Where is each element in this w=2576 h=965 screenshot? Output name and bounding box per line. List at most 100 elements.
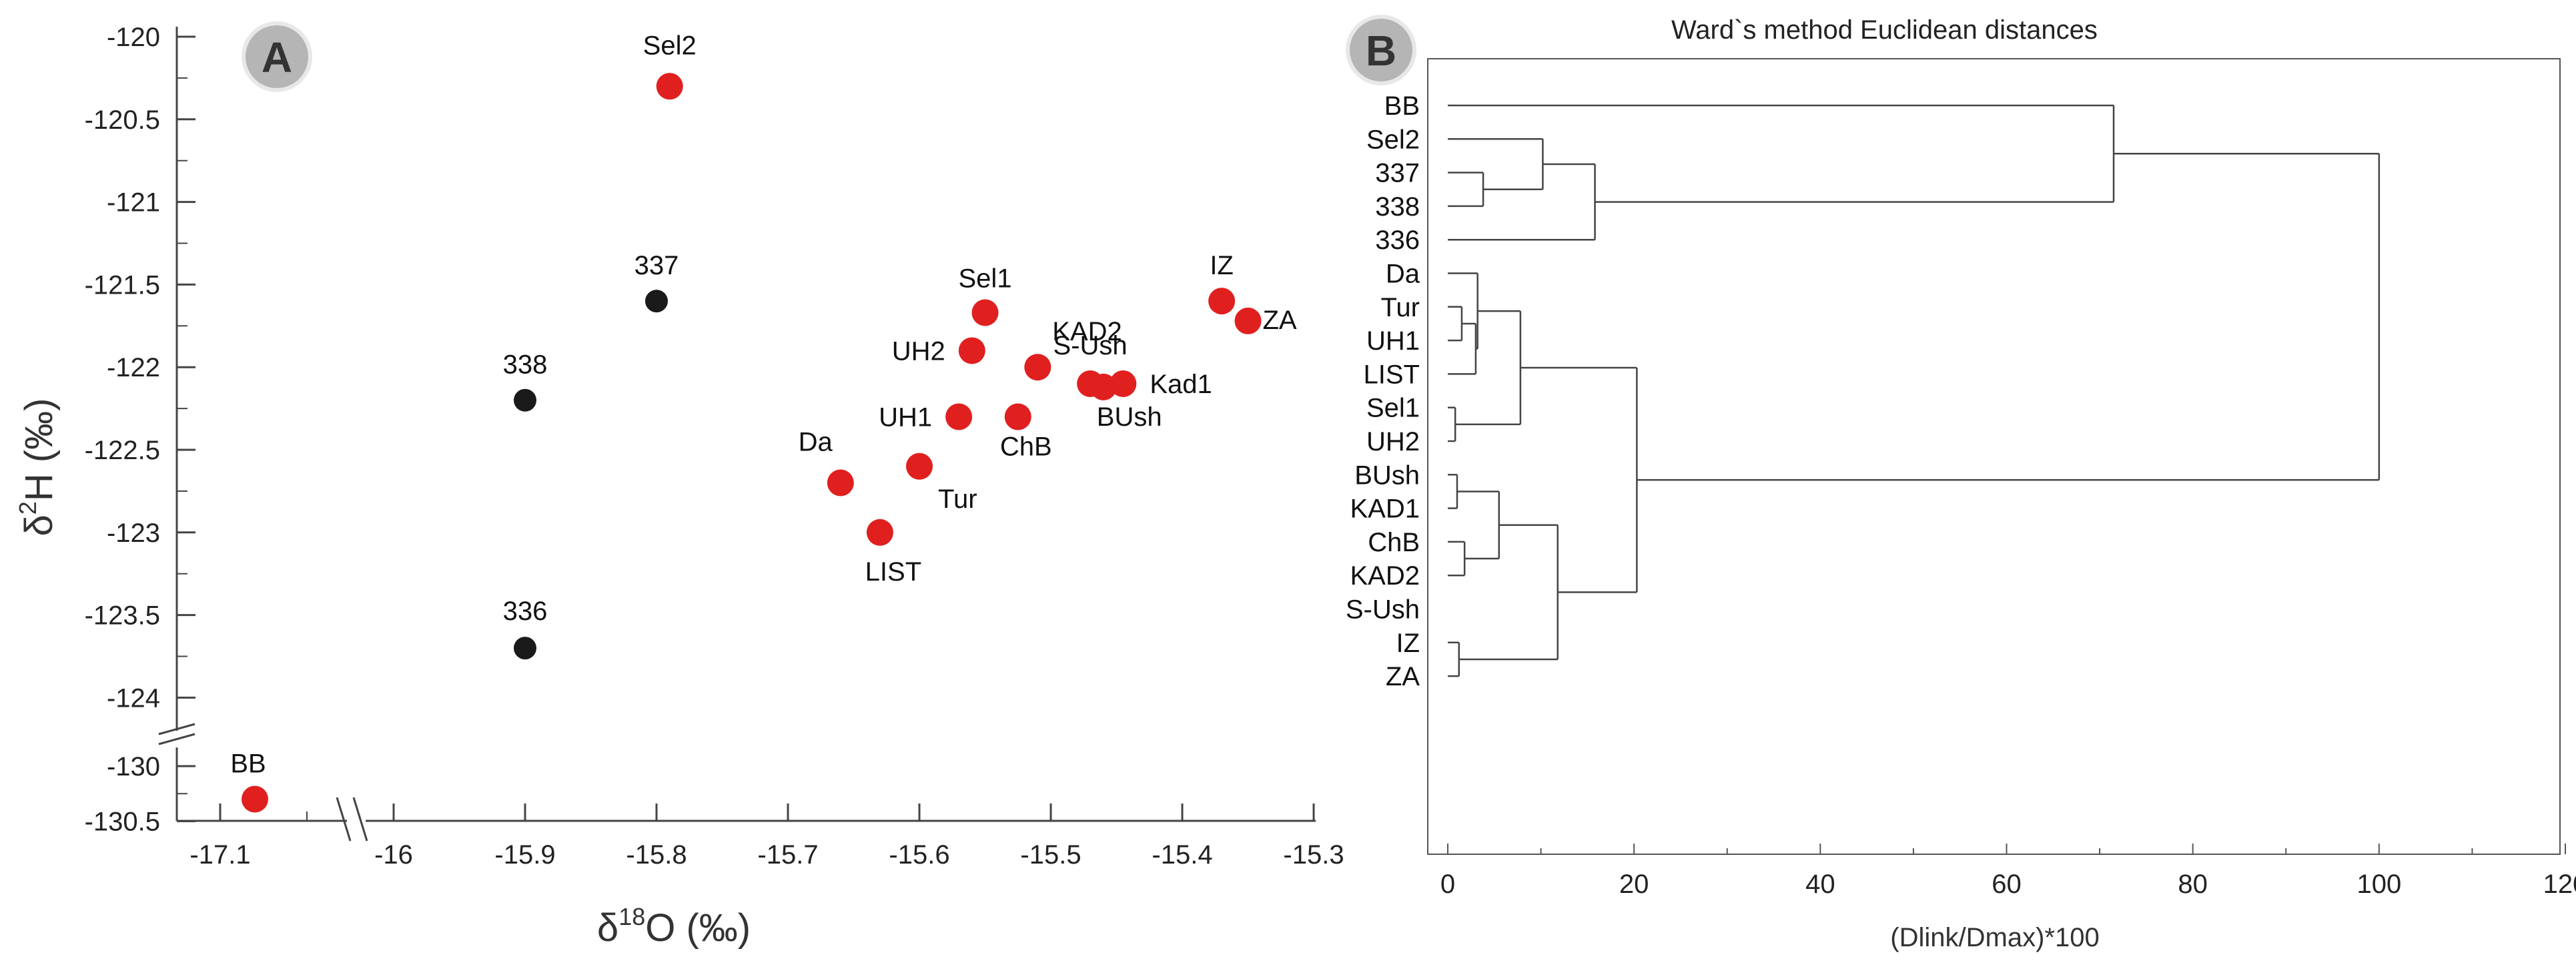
point-uh1: [945, 403, 973, 430]
point-336: [514, 637, 536, 660]
b-x-tick-label: 100: [2356, 870, 2401, 899]
y-axis-sup: 2: [14, 501, 41, 515]
point-za: [1234, 307, 1262, 334]
panel-a-badge-text: A: [262, 33, 292, 81]
a-y-tick-label: -130: [107, 752, 160, 781]
point-label-337: 337: [634, 251, 679, 280]
panel-b-dendrogram: Ward`s method Euclidean distances 0 20 40 6…: [1346, 15, 2576, 952]
leaf-chb: ChB: [1368, 528, 1420, 557]
a-y-tick-label: -124: [107, 683, 160, 713]
point-label-bush: BUsh: [1097, 402, 1162, 432]
leaf-uh2: UH2: [1366, 427, 1420, 456]
panel-b-badge-text: B: [1366, 27, 1396, 75]
a-x-tick-label: -17.1: [189, 840, 250, 870]
point-label-iz: IZ: [1210, 251, 1234, 280]
panel-a-y-axis-title: δ2H (‰): [14, 398, 61, 537]
x-axis-rest: O (‰): [645, 906, 751, 950]
panel-b-tree: [1448, 104, 2381, 677]
panel-a-axes: [158, 27, 1316, 842]
point-label-list: LIST: [865, 557, 921, 587]
leaf-uh1: UH1: [1366, 326, 1420, 356]
point-label-s-ush: S-Ush: [1053, 331, 1128, 360]
point-label-uh1: UH1: [879, 402, 932, 432]
y-axis-rest: H (‰): [17, 398, 61, 502]
leaf-list: LIST: [1364, 360, 1420, 389]
point-tur: [906, 452, 933, 480]
a-y-tick-label: -123: [107, 519, 160, 548]
a-x-tick-label: -15.5: [1020, 840, 1081, 870]
point-label-chb: ChB: [1000, 432, 1052, 461]
point-list: [866, 519, 893, 546]
b-x-tick-label: 60: [1992, 870, 2022, 899]
point-sel1: [971, 299, 999, 326]
x-axis-delta: δ: [597, 906, 618, 950]
leaf-s-ush: S-Ush: [1346, 595, 1420, 625]
a-y-tick-label: -120: [107, 23, 160, 52]
leaf-337: 337: [1375, 159, 1420, 188]
point-label-da: Da: [799, 428, 833, 457]
a-y-tick-label: -122.5: [85, 436, 160, 465]
point-label-uh2: UH2: [892, 336, 945, 366]
point-label-kad2: KAD2: [1052, 317, 1122, 346]
leaf-sel1: Sel1: [1366, 394, 1420, 423]
a-y-tick-label: -130.5: [85, 808, 160, 837]
point-label-sel2: Sel2: [643, 31, 697, 60]
a-x-tick-label: -15.7: [757, 840, 818, 870]
b-x-tick-label: 80: [2178, 870, 2208, 899]
b-x-tick-label: 0: [1440, 870, 1455, 899]
b-x-tick-label: 120: [2543, 870, 2576, 899]
leaf-336: 336: [1375, 226, 1420, 255]
panel-a-y-ticks: -120 -120.5 -121 -121.5 -122 -122.5 -123 -123.5…: [85, 23, 195, 837]
point-kad1: [1110, 370, 1137, 397]
point-chb: [1004, 403, 1031, 430]
panel-b-x-axis-title: (Dlink/Dmax)*100: [1890, 923, 2099, 952]
leaf-kad1: KAD1: [1350, 495, 1420, 524]
b-x-tick-label: 40: [1805, 870, 1835, 899]
point-label-sel1: Sel1: [958, 264, 1011, 293]
point-label-bb: BB: [230, 749, 266, 779]
panel-b-leaf-labels: BB Sel2 337 338 336 Da Tur UH1 LIST Sel1 UH2 BUsh KA…: [1346, 91, 1420, 691]
a-y-break-mark-2: [158, 733, 195, 745]
point-bb: [242, 785, 268, 813]
point-da: [827, 469, 854, 497]
leaf-tur: Tur: [1380, 293, 1420, 322]
point-uh2: [958, 337, 985, 364]
a-x-tick-label: -15.9: [494, 840, 555, 870]
a-y-tick-label: -121: [107, 188, 160, 218]
panel-a-x-ticks: -17.1 -16 -15.9 -15.8 -15.7 -15.6 -15.5 -15.4 -1…: [189, 803, 1344, 870]
a-x-tick-label: -15.3: [1283, 840, 1344, 870]
a-x-break-mark-1: [336, 797, 352, 842]
x-axis-sup: 18: [618, 903, 645, 930]
point-sel2: [656, 73, 683, 100]
leaf-bb: BB: [1384, 91, 1420, 121]
panel-a-points: Sel2 337 338 336 Sel1 KAD2 UH2 S-Ush Kad1 UH1 ChB B…: [230, 31, 1297, 813]
a-y-tick-label: -122: [107, 353, 160, 382]
a-x-break-mark-2: [352, 797, 368, 842]
a-x-tick-label: -16: [374, 840, 413, 870]
panel-b-x-ticks: 0 20 40 60 80 100 120: [1440, 844, 2576, 899]
panel-a-scatter: -120 -120.5 -121 -121.5 -122 -122.5 -123 -123.5…: [14, 21, 1344, 950]
b-x-tick-label: 20: [1619, 870, 1649, 899]
point-bush: [1090, 373, 1117, 400]
a-y-tick-label: -121.5: [85, 270, 160, 300]
a-x-tick-label: -15.8: [626, 840, 687, 870]
panel-a-badge: A: [242, 21, 312, 92]
a-y-tick-label: -120.5: [85, 105, 160, 135]
leaf-da: Da: [1386, 260, 1420, 289]
leaf-iz: IZ: [1396, 629, 1420, 658]
leaf-kad2: KAD2: [1350, 561, 1420, 591]
a-x-tick-label: -15.4: [1152, 840, 1212, 870]
leaf-za: ZA: [1386, 662, 1420, 691]
leaf-sel2: Sel2: [1366, 125, 1420, 154]
y-axis-delta: δ: [17, 515, 61, 536]
a-x-tick-label: -15.6: [889, 840, 949, 870]
point-label-kad1: Kad1: [1150, 370, 1212, 399]
a-y-tick-label: -123.5: [85, 601, 160, 631]
leaf-338: 338: [1375, 192, 1420, 222]
point-337: [645, 290, 668, 313]
point-label-za: ZA: [1263, 306, 1297, 335]
a-y-break-mark-1: [158, 723, 195, 735]
point-label-tur: Tur: [938, 485, 977, 514]
panel-b-badge: B: [1346, 15, 1416, 85]
